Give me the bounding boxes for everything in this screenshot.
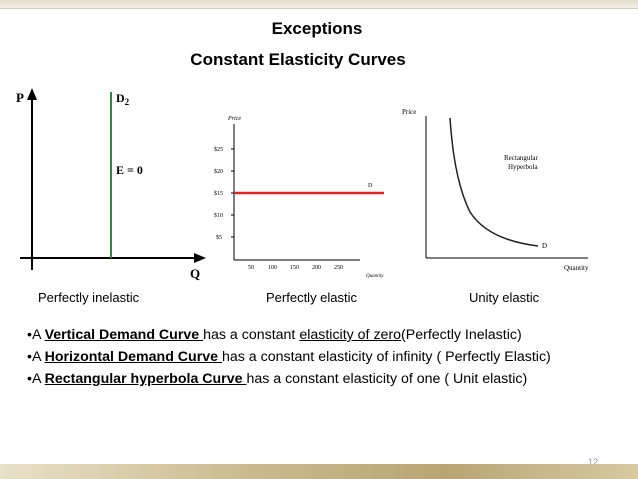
page-number: 12 <box>587 457 598 467</box>
top-decor-bar <box>0 0 638 8</box>
y-tick: $5 <box>216 234 222 241</box>
bottom-decor-bar <box>0 464 638 479</box>
y-axis-arrow <box>27 88 37 100</box>
y-axis-label: Price <box>227 116 241 122</box>
annotation-line1: Rectangular <box>504 154 538 162</box>
y-axis-label: P <box>16 90 24 105</box>
vertical-demand-link[interactable]: Vertical Demand Curve <box>44 327 204 343</box>
rectangular-hyperbola-link[interactable]: Rectangular hyperbola Curve <box>44 371 247 387</box>
top-divider <box>0 8 638 9</box>
elasticity-zero-link[interactable]: elasticity of zero <box>299 327 402 343</box>
hyperbola-curve <box>449 117 539 247</box>
curve-label: D <box>542 242 547 250</box>
bullet-list: •A Vertical Demand Curve has a constant … <box>27 324 617 390</box>
elasticity-annotation: E = 0 <box>116 163 143 177</box>
inelastic-graph: P Q D2 E = 0 <box>16 88 206 281</box>
x-axis-label: Quantity <box>564 264 589 272</box>
slide-title: Exceptions <box>271 19 363 38</box>
curve-label: D <box>368 183 373 189</box>
y-ticks: $25 $20 $15 $10 $5 <box>214 146 223 241</box>
y-tick: $25 <box>214 146 223 153</box>
y-tick: $20 <box>214 168 223 175</box>
horizontal-demand-link[interactable]: Horizontal Demand Curve <box>44 349 222 365</box>
x-axis-arrow <box>194 253 206 263</box>
x-axis-label: Quantity <box>366 274 384 279</box>
x-tick: 50 <box>248 265 254 271</box>
x-tick: 150 <box>290 265 299 271</box>
y-axis-label: Price <box>402 108 416 116</box>
caption-elastic: Perfectly elastic <box>266 290 358 305</box>
bullet-horizontal: •A Horizontal Demand Curve has a constan… <box>27 349 551 365</box>
unity-graph: Price Quantity D Rectangular Hyperbola <box>402 108 589 272</box>
curve-label: D2 <box>116 91 130 107</box>
x-tick: 250 <box>334 265 343 271</box>
x-ticks: 50 100 150 200 250 <box>248 265 343 271</box>
x-axis-label: Q <box>190 266 200 281</box>
bullet-rectangular: •A Rectangular hyperbola Curve has a con… <box>27 371 528 387</box>
slide-subtitle: Constant Elasticity Curves <box>190 50 406 69</box>
x-tick: 100 <box>268 265 277 271</box>
x-tick: 200 <box>312 265 321 271</box>
annotation-line2: Hyperbola <box>508 163 538 171</box>
y-tick: $15 <box>214 190 223 197</box>
y-tick: $10 <box>214 212 223 219</box>
elastic-graph: Price $25 $20 $15 $10 $5 50 100 150 200 … <box>214 116 384 279</box>
caption-inelastic: Perfectly inelastic <box>38 290 140 305</box>
caption-unity: Unity elastic <box>469 290 540 305</box>
bullet-vertical: •A Vertical Demand Curve has a constant … <box>27 327 522 343</box>
